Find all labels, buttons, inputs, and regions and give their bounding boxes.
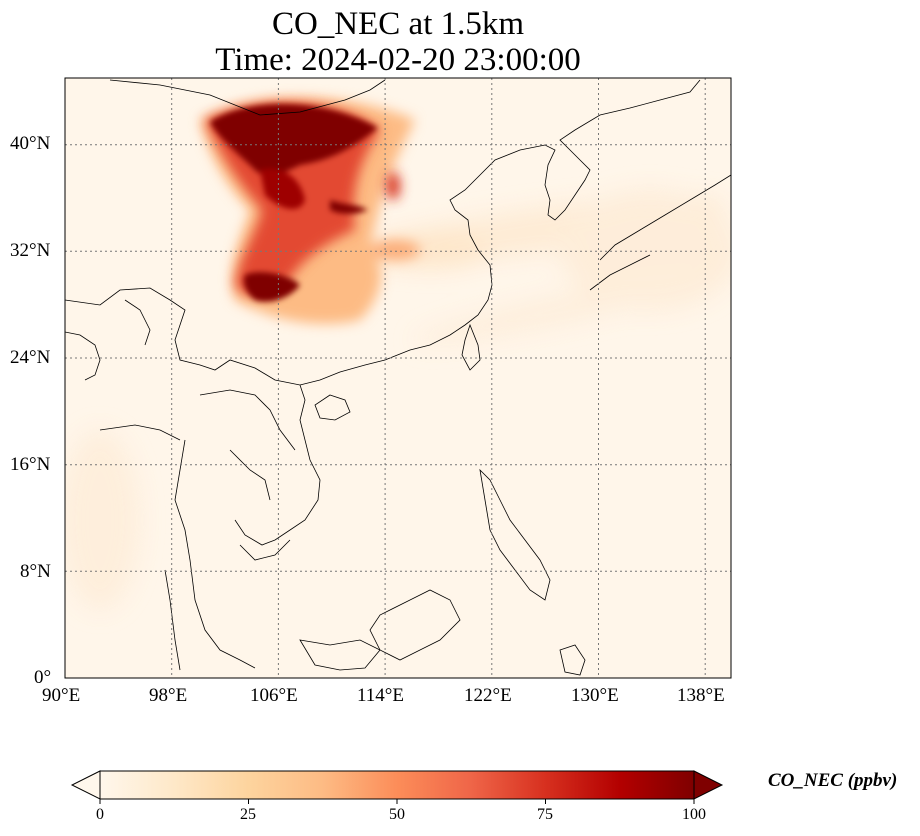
colorbar-gradient [99, 770, 695, 800]
colorbar-extend-low [70, 770, 101, 800]
colorbar-extend-high [693, 770, 724, 800]
colorbar-tick-label: 0 [96, 806, 104, 823]
lon-tick-label: 98°E [149, 685, 188, 706]
colorbar-tick-label: 100 [682, 806, 706, 823]
colorbar-tick-label: 50 [389, 806, 405, 823]
lon-tick-label: 114°E [357, 685, 404, 706]
lon-tick-label: 138°E [677, 685, 725, 706]
coastlines [65, 79, 731, 676]
lon-tick-label: 106°E [250, 685, 298, 706]
colorbar-label: CO_NEC (ppbv) [768, 770, 898, 791]
lon-tick-label: 122°E [464, 685, 512, 706]
lat-tick-label: 0° [34, 667, 52, 688]
map-title: CO_NEC at 1.5km [271, 6, 525, 42]
lat-tick-label: 8°N [20, 561, 51, 582]
map-subtitle-time: Time: 2024-02-20 23:00:00 [215, 42, 581, 78]
lat-tick-label: 24°N [10, 347, 51, 368]
concentration-field [65, 97, 731, 610]
colorbar-tick-label: 25 [240, 806, 256, 823]
gridlines [65, 78, 731, 678]
lon-tick-label: 130°E [571, 685, 619, 706]
lon-tick-label: 90°E [42, 685, 81, 706]
colorbar-tick-label: 75 [537, 806, 553, 823]
map-background [65, 78, 731, 678]
colorbar [70, 770, 724, 804]
map-frame [64, 77, 732, 679]
lat-tick-label: 40°N [10, 133, 51, 154]
lat-tick-label: 32°N [10, 240, 51, 261]
lat-tick-label: 16°N [10, 454, 51, 475]
